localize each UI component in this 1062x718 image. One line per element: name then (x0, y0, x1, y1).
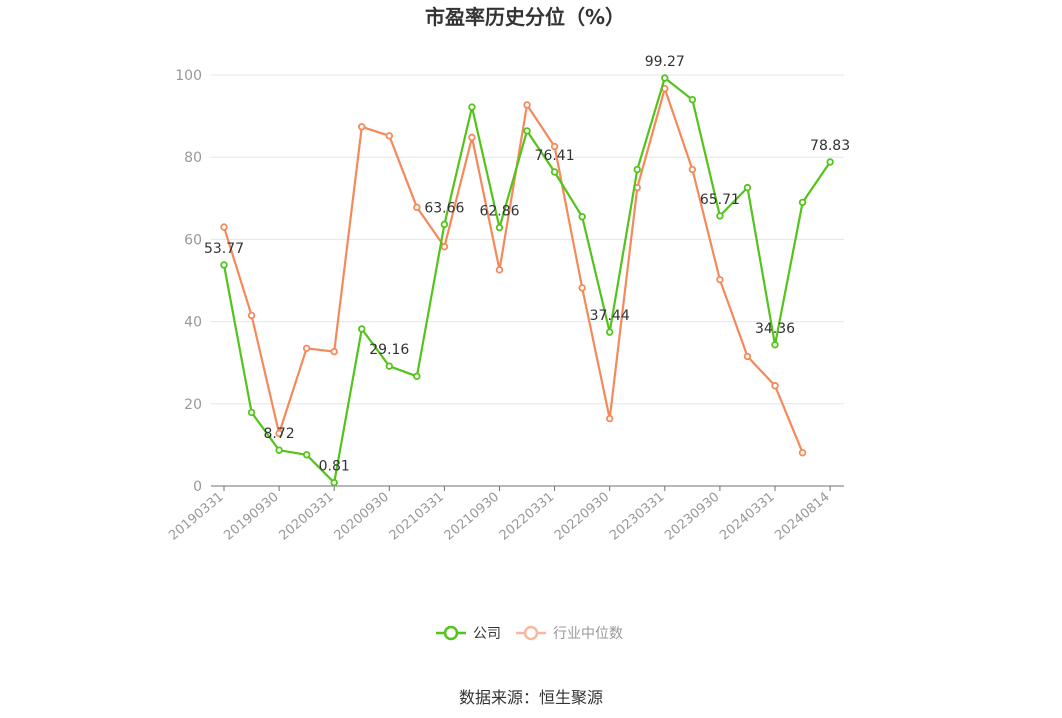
data-point[interactable] (220, 261, 228, 269)
series-industry-median (220, 84, 807, 457)
data-point[interactable] (743, 183, 752, 192)
data-label: 78.83 (810, 138, 850, 154)
x-tick-label: 20240814 (772, 490, 832, 544)
x-tick-label: 20190331 (166, 490, 226, 544)
data-point[interactable] (275, 446, 283, 454)
data-label: 62.86 (479, 204, 519, 220)
data-point[interactable] (468, 133, 476, 142)
legend-label: 公司 (473, 626, 501, 642)
data-point[interactable] (247, 311, 256, 320)
legend-item-industry-median[interactable]: 行业中位数 (516, 625, 623, 642)
y-tick-label: 60 (184, 232, 202, 248)
y-tick-label: 0 (193, 479, 202, 495)
data-point[interactable] (633, 165, 641, 174)
series-line (222, 76, 832, 484)
data-point[interactable] (661, 74, 669, 82)
y-tick-label: 20 (184, 397, 202, 413)
data-point[interactable] (716, 275, 724, 284)
data-label: 29.16 (369, 342, 409, 358)
x-tick-label: 20240331 (717, 490, 777, 544)
data-label: 0.81 (319, 459, 350, 475)
data-label: 76.41 (535, 148, 575, 164)
data-point[interactable] (275, 429, 283, 438)
legend-marker (523, 625, 539, 641)
y-tick-label: 100 (175, 68, 202, 84)
data-point[interactable] (688, 95, 697, 104)
data-point[interactable] (523, 101, 531, 109)
data-point[interactable] (358, 123, 366, 131)
x-tick-label: 20220331 (497, 490, 557, 544)
data-point[interactable] (798, 449, 807, 457)
data-point[interactable] (606, 328, 614, 336)
data-point[interactable] (468, 103, 476, 111)
x-tick-label: 20190930 (221, 490, 281, 544)
data-point[interactable] (330, 347, 338, 356)
data-point[interactable] (330, 478, 338, 487)
source-note: 数据来源：恒生聚源 (458, 688, 603, 707)
x-tick-label: 20200331 (276, 490, 336, 544)
legend[interactable]: 公司 行业中位数 (436, 625, 623, 642)
data-point[interactable] (302, 344, 311, 353)
data-point[interactable] (413, 372, 421, 380)
data-point[interactable] (385, 362, 393, 370)
gridlines (211, 74, 844, 405)
data-point[interactable] (220, 223, 228, 231)
legend-item-company[interactable]: 公司 (436, 625, 501, 642)
x-tick-label: 20210930 (442, 490, 502, 544)
data-point[interactable] (440, 243, 449, 251)
data-point[interactable] (826, 158, 834, 166)
data-point[interactable] (606, 414, 614, 423)
data-point[interactable] (358, 325, 366, 333)
data-point[interactable] (495, 223, 504, 232)
data-point[interactable] (550, 142, 559, 151)
data-point[interactable] (688, 165, 697, 174)
data-point[interactable] (385, 132, 393, 140)
series-line (222, 87, 804, 454)
series-company (220, 74, 834, 487)
data-labels: 53.77 8.72 0.81 29.16 63.66 62.86 76.41 37.44 99… (204, 54, 850, 475)
legend-label: 行业中位数 (553, 626, 623, 642)
chart-title: 市盈率历史分位（%） (425, 5, 625, 29)
data-label: 37.44 (590, 308, 630, 324)
data-point[interactable] (798, 198, 807, 207)
y-tick-label: 80 (184, 150, 202, 166)
data-point[interactable] (716, 212, 724, 220)
x-tick-label: 20220930 (552, 490, 612, 544)
data-point[interactable] (578, 213, 586, 221)
data-point[interactable] (302, 451, 311, 459)
data-point[interactable] (578, 284, 586, 292)
data-label: 63.66 (424, 200, 464, 216)
data-label: 65.71 (700, 192, 740, 208)
x-tick-label: 20210331 (387, 490, 447, 544)
x-tick-label: 20200930 (332, 490, 392, 544)
data-point[interactable] (440, 220, 449, 229)
data-label: 8.72 (264, 426, 295, 442)
data-label: 99.27 (645, 54, 685, 70)
axes: 0 20 40 60 80 100 2019033120190930202003312020… (166, 68, 844, 544)
data-point[interactable] (413, 203, 421, 212)
data-label: 34.36 (755, 321, 795, 337)
data-point[interactable] (247, 408, 256, 417)
series-lines (220, 74, 834, 487)
x-tick-label: 20230331 (607, 490, 667, 544)
data-point[interactable] (771, 382, 779, 390)
y-tick-label: 40 (184, 315, 202, 331)
data-point[interactable] (550, 168, 559, 176)
data-label: 53.77 (204, 241, 244, 257)
x-tick-label: 20230930 (662, 490, 722, 544)
legend-marker (443, 625, 459, 641)
data-point[interactable] (743, 352, 752, 361)
data-point[interactable] (771, 341, 779, 349)
data-point[interactable] (495, 266, 504, 274)
data-point[interactable] (523, 127, 531, 135)
